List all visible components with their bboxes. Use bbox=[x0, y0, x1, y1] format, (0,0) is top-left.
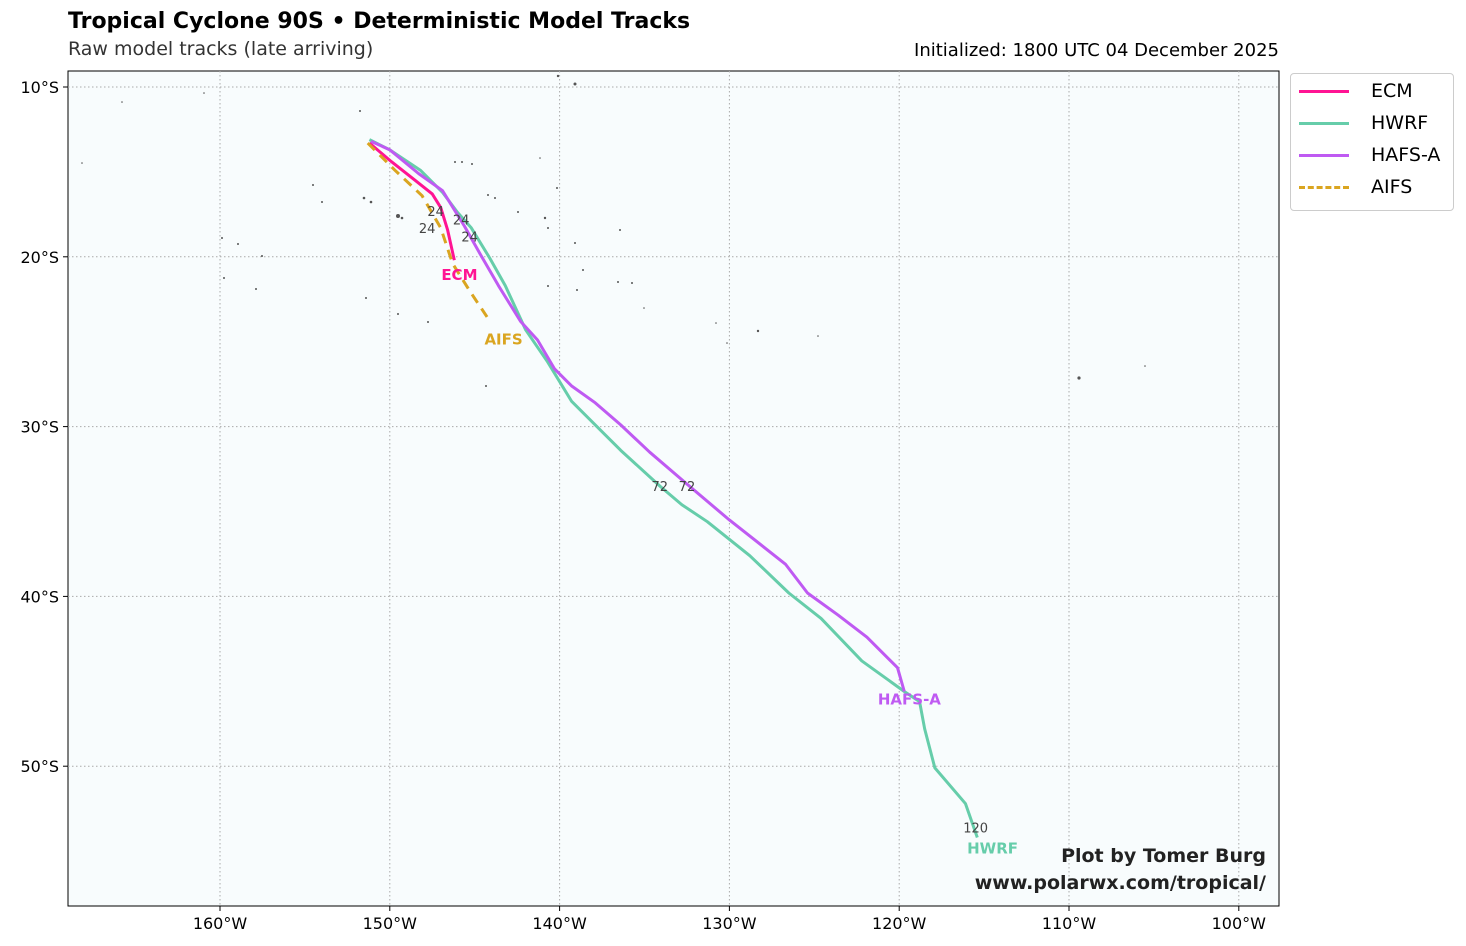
x-tick-label: 140°W bbox=[532, 914, 587, 933]
track-hwrf bbox=[368, 138, 979, 839]
track-labels: ECM HWRF HAFS-A AIFS 24 24 72 120 24 72 24 bbox=[419, 205, 1018, 858]
y-tick-label: 10°S bbox=[20, 78, 59, 97]
credit-author: Plot by Tomer Burg bbox=[1061, 845, 1266, 867]
track-end-label-hafs-a: HAFS-A bbox=[878, 690, 941, 708]
x-tick-label: 100°W bbox=[1212, 914, 1267, 933]
x-tick-label: 150°W bbox=[363, 914, 418, 933]
chart-subtitle: Raw model tracks (late arriving) bbox=[68, 38, 374, 60]
forecast-hour-label: 24 bbox=[453, 213, 470, 228]
legend-label: AIFS bbox=[1371, 176, 1413, 198]
legend-item-aifs: AIFS bbox=[1299, 172, 1412, 202]
forecast-hour-label: 24 bbox=[419, 222, 436, 237]
legend-swatch bbox=[1299, 153, 1349, 157]
y-tick-label: 50°S bbox=[20, 757, 59, 776]
initialized-time: Initialized: 1800 UTC 04 December 2025 bbox=[914, 40, 1279, 61]
legend: ECM HWRF HAFS-A AIFS bbox=[1290, 73, 1454, 211]
islands bbox=[81, 74, 1146, 387]
track-aifs bbox=[366, 141, 492, 323]
legend-swatch bbox=[1299, 185, 1349, 189]
x-tick-label: 130°W bbox=[702, 914, 757, 933]
forecast-hour-label: 72 bbox=[652, 480, 669, 495]
grid-lines bbox=[68, 71, 1279, 906]
x-tick-label: 110°W bbox=[1042, 914, 1097, 933]
y-tick-label: 30°S bbox=[20, 418, 59, 437]
x-tick-label: 120°W bbox=[872, 914, 927, 933]
y-tick-label: 20°S bbox=[20, 248, 59, 267]
track-ecm bbox=[368, 141, 456, 261]
track-end-label-ecm: ECM bbox=[441, 266, 477, 284]
model-tracks bbox=[366, 138, 979, 839]
legend-item-hafs-a: HAFS-A bbox=[1299, 140, 1440, 170]
forecast-hour-label: 24 bbox=[427, 205, 444, 220]
forecast-hour-label: 72 bbox=[679, 480, 696, 495]
legend-label: HWRF bbox=[1371, 112, 1429, 134]
credit-url: www.polarwx.com/tropical/ bbox=[974, 872, 1266, 894]
chart-title: Tropical Cyclone 90S • Deterministic Mod… bbox=[68, 9, 691, 34]
forecast-hour-label: 24 bbox=[461, 230, 478, 245]
legend-item-hwrf: HWRF bbox=[1299, 108, 1428, 138]
track-end-label-aifs: AIFS bbox=[484, 330, 522, 348]
y-tick-label: 40°S bbox=[20, 587, 59, 606]
track-end-label-hwrf: HWRF bbox=[967, 840, 1018, 858]
legend-swatch bbox=[1299, 121, 1349, 125]
x-tick-label: 160°W bbox=[193, 914, 248, 933]
map-frame bbox=[67, 70, 1280, 907]
forecast-hour-label: 120 bbox=[963, 821, 988, 836]
legend-label: HAFS-A bbox=[1371, 144, 1441, 166]
track-hafs-a bbox=[370, 139, 906, 692]
legend-swatch bbox=[1299, 89, 1349, 93]
legend-item-ecm: ECM bbox=[1299, 76, 1413, 106]
axis-ticks: 160°W 150°W 140°W 130°W 120°W 110°W 100°W 10°S 2… bbox=[20, 78, 1266, 933]
legend-label: ECM bbox=[1371, 80, 1413, 102]
